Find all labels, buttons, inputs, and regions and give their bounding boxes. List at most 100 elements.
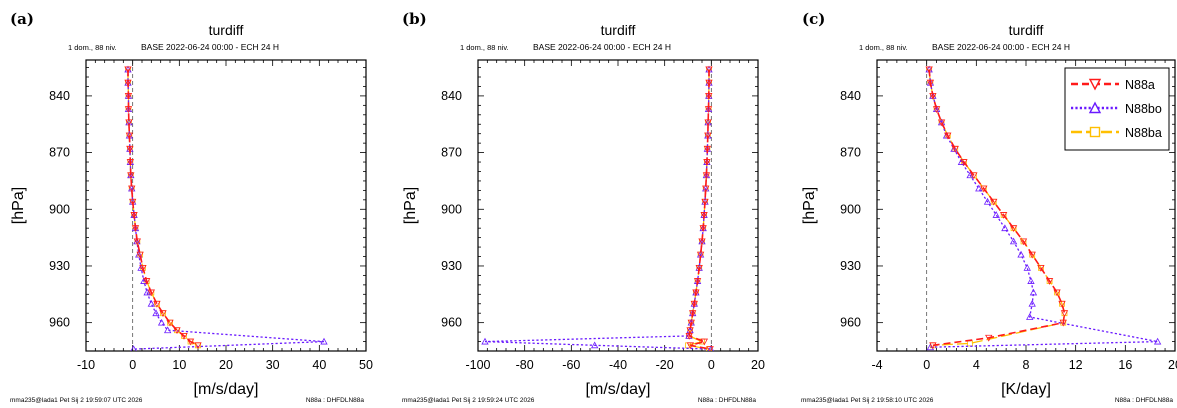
data-point [688,310,697,318]
legend: N88a N88bo N88ba [1064,67,1170,151]
y-axis-label: [hPa] [10,187,27,224]
data-point [1009,237,1018,245]
data-point [163,326,172,334]
data-point [944,132,952,140]
series-N88bo [124,65,328,351]
data-point [136,251,144,259]
series-line [928,69,1066,347]
data-point [695,264,703,272]
data-point [1153,337,1162,345]
series-N88ba [125,66,201,349]
data-point [128,185,136,193]
data-point [152,309,160,317]
data-point [1028,299,1036,307]
series-line [127,69,199,346]
data-point [705,66,713,74]
y-tick-label: 930 [840,259,861,273]
data-point [706,346,714,351]
plot-frame [477,59,759,352]
data-point [967,340,974,347]
panel-label: (c) [802,10,825,28]
data-point [1009,225,1018,233]
data-point [147,289,156,297]
data-point [699,225,707,233]
data-point [703,145,712,153]
footer-right: N88a : DHFDLN88a [1115,397,1174,404]
series-line [484,69,711,350]
y-tick-label: 870 [441,146,462,160]
x-tick-label: -40 [609,358,627,372]
data-point [985,334,993,342]
data-point [970,172,978,180]
data-point [925,66,933,74]
footer-right: N88a : DHFDLN88a [698,397,757,404]
panel-c: (c) turdiff 1 dom., 88 niv. BASE 2022-06-24… [801,10,1177,404]
data-point [173,327,181,335]
data-point [186,338,195,346]
y-tick-label: 900 [840,202,861,216]
data-point [1058,300,1066,308]
data-point [702,172,711,180]
data-point [1045,278,1054,285]
x-tick-label: 12 [1069,358,1083,372]
y-tick-label: 840 [441,89,462,103]
data-point [926,79,935,87]
footer-right: N88a : DHFDLN88a [306,397,365,404]
legend-label-N88a: N88a [1125,78,1155,92]
panel-label: (b) [402,10,427,28]
data-point [180,332,188,340]
data-point [1029,288,1038,296]
x-axis-label: [K/day] [1001,381,1051,398]
x-axis-label: [m/s/day] [194,381,259,398]
series-N88a [685,66,714,351]
data-point [133,238,142,246]
y-tick-label: 840 [49,89,70,103]
x-tick-label: 50 [359,358,373,372]
data-point [143,288,151,296]
data-point [1026,313,1034,320]
subtitle-right: BASE 2022-06-24 00:00 - ECH 24 H [141,42,279,52]
chart-title: turdiff [1009,22,1044,38]
y-tick-label: 960 [441,316,462,330]
chart-title: turdiff [601,22,636,38]
series-N88ba [926,66,1068,349]
y-axis-label: [hPa] [402,187,419,224]
x-tick-label: 20 [219,358,233,372]
data-point [703,159,711,166]
data-point [157,318,166,326]
x-tick-label: 20 [751,358,765,372]
x-tick-label: 10 [172,358,186,372]
data-point [135,250,143,258]
y-tick-label: 900 [441,202,462,216]
data-point [704,119,712,127]
data-point [1001,224,1009,232]
data-point [698,238,706,246]
data-point [142,278,151,285]
y-tick-label: 870 [840,146,861,160]
data-point [705,93,713,100]
data-point [951,145,959,153]
y-tick-label: 930 [441,259,462,273]
data-point [686,327,694,335]
series-line [928,69,1066,346]
data-point [125,132,134,140]
data-point [696,251,705,259]
data-point [147,299,156,307]
data-point [992,211,1000,218]
panel-a: (a) turdiff 1 dom., 88 niv. BASE 2022-06-24… [10,10,373,404]
subtitle-right: BASE 2022-06-24 00:00 - ECH 24 H [932,42,1070,52]
data-point [124,93,133,100]
data-point [983,197,992,205]
data-point [700,338,709,346]
legend-label-N88ba: N88ba [1125,126,1162,140]
data-point [692,289,700,297]
data-point [950,144,958,152]
data-point [124,106,133,113]
data-point [704,132,712,140]
data-point [705,79,713,87]
data-point [686,342,695,350]
y-tick-label: 960 [840,316,861,330]
y-tick-label: 960 [49,316,70,330]
